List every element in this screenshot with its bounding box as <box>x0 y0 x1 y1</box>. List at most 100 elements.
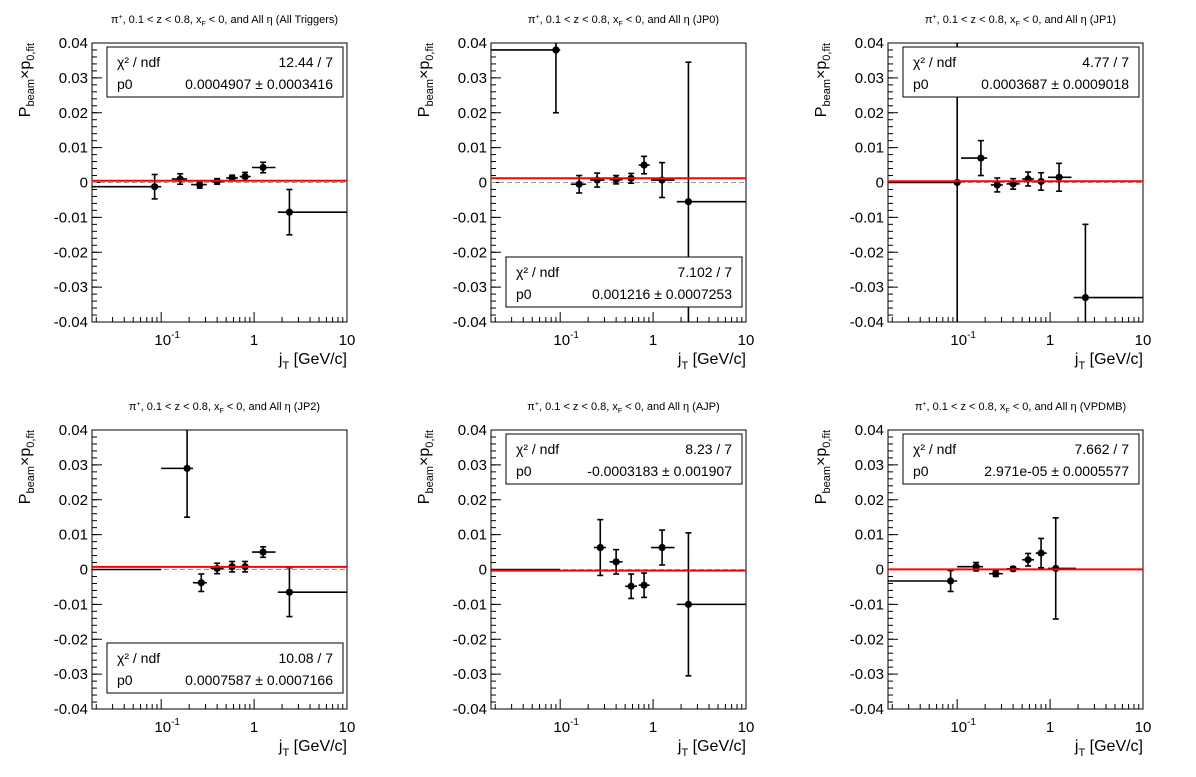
y-tick-label: 0.02 <box>855 492 884 509</box>
p0-value: 0.001216 ± 0.0007253 <box>592 286 732 302</box>
x-axis-label: jT [GeV/c] <box>677 351 746 372</box>
chi2-label: χ² / ndf <box>516 441 559 457</box>
y-tick-label: 0.03 <box>59 457 88 474</box>
data-point <box>252 546 276 559</box>
data-point <box>625 573 637 600</box>
y-tick-label: 0.04 <box>59 422 88 439</box>
data-point <box>161 430 194 518</box>
data-point <box>239 171 251 182</box>
chi2-value: 7.102 / 7 <box>678 264 733 280</box>
y-tick-label: -0.04 <box>850 701 884 718</box>
chart-panel-1: π+, 0.1 < z < 0.8, xF < 0, and All η (Al… <box>17 14 355 372</box>
x-tick-label: 10 <box>738 332 755 349</box>
data-point <box>277 188 347 236</box>
data-marker <box>627 582 635 590</box>
y-tick-label: -0.02 <box>453 631 487 648</box>
stats-box-frame <box>505 256 743 308</box>
y-tick-label: 0.04 <box>59 35 88 52</box>
data-point <box>676 532 746 677</box>
y-tick-label: -0.04 <box>54 314 88 331</box>
data-marker <box>228 174 236 182</box>
data-point <box>990 177 1003 193</box>
chi2-label: χ² / ndf <box>913 441 956 457</box>
data-marker <box>953 178 961 187</box>
p0-label: p0 <box>516 286 532 302</box>
y-tick-label: 0.01 <box>458 527 487 544</box>
y-axis-label: Pbeam×p0,fit <box>416 43 436 117</box>
y-tick-label: 0.02 <box>458 105 487 122</box>
p0-label: p0 <box>913 463 929 479</box>
y-tick-label: 0.04 <box>458 35 487 52</box>
stats-box-frame <box>902 433 1140 485</box>
y-tick-label: 0.01 <box>458 140 487 157</box>
x-tick-label: 10-1 <box>950 717 976 736</box>
data-marker <box>947 577 955 585</box>
data-point <box>1022 552 1034 567</box>
y-axis-label: Pbeam×p0,fit <box>17 43 37 117</box>
x-tick-label: 10 <box>738 719 755 736</box>
data-point <box>989 570 1003 578</box>
stats-box-frame <box>106 46 344 98</box>
x-tick-label: 10 <box>1135 719 1152 736</box>
fit-stats-box: χ² / ndf 12.44 / 7 p0 0.0004907 ± 0.0003416 <box>106 46 344 98</box>
y-tick-label: -0.03 <box>453 279 487 296</box>
y-tick-label: -0.03 <box>453 666 487 683</box>
chart-panel-4: π+, 0.1 < z < 0.8, xF < 0, and All η (JP… <box>17 401 355 759</box>
data-marker <box>640 581 648 589</box>
stats-box-frame <box>106 642 344 694</box>
x-tick-label: 1 <box>250 719 258 736</box>
p0-label: p0 <box>516 463 532 479</box>
y-axis-label: Pbeam×p0,fit <box>416 430 436 504</box>
data-marker <box>977 154 985 162</box>
p0-value: 0.0004907 ± 0.0003416 <box>185 76 333 92</box>
y-tick-label: -0.03 <box>850 279 884 296</box>
chart-title: π+, 0.1 < z < 0.8, xF < 0, and All η (AJ… <box>527 401 719 415</box>
data-point <box>491 43 561 114</box>
y-tick-label: -0.04 <box>850 314 884 331</box>
data-marker <box>684 198 693 206</box>
x-tick-label: 1 <box>649 719 657 736</box>
y-axis-label: Pbeam×p0,fit <box>813 430 833 504</box>
y-tick-label: 0.01 <box>855 140 884 157</box>
y-tick-label: -0.01 <box>54 596 88 613</box>
data-marker <box>183 464 191 472</box>
data-point <box>1035 537 1047 569</box>
data-point <box>92 173 162 200</box>
chart-panel-5: π+, 0.1 < z < 0.8, xF < 0, and All η (AJ… <box>416 401 754 759</box>
y-axis-label: Pbeam×p0,fit <box>17 430 37 504</box>
chart-panel-6: π+, 0.1 < z < 0.8, xF < 0, and All η (VP… <box>813 401 1151 759</box>
x-tick-label: 10-1 <box>553 717 579 736</box>
data-point <box>1022 171 1034 187</box>
data-marker <box>285 208 294 216</box>
y-tick-label: 0 <box>80 175 88 192</box>
chi2-label: χ² / ndf <box>117 650 160 666</box>
data-point <box>210 562 224 575</box>
y-tick-label: 0 <box>876 562 884 579</box>
data-marker <box>612 558 620 566</box>
data-marker <box>1081 293 1090 302</box>
y-tick-label: -0.03 <box>54 666 88 683</box>
y-tick-label: -0.04 <box>54 701 88 718</box>
x-axis-label: jT [GeV/c] <box>1074 738 1143 759</box>
fit-stats-box: χ² / ndf 10.08 / 7 p0 0.0007587 ± 0.0007166 <box>106 642 344 694</box>
data-point <box>193 573 207 593</box>
x-tick-label: 10 <box>339 332 356 349</box>
chi2-label: χ² / ndf <box>516 264 559 280</box>
data-marker <box>259 548 267 556</box>
y-tick-label: -0.01 <box>850 596 884 613</box>
fit-stats-box: χ² / ndf 4.77 / 7 p0 0.0003687 ± 0.0009018 <box>902 46 1140 98</box>
data-point <box>1073 223 1143 322</box>
data-point <box>651 161 675 199</box>
x-tick-label: 10-1 <box>154 330 180 349</box>
y-tick-label: 0 <box>876 175 884 192</box>
y-tick-label: 0 <box>80 562 88 579</box>
x-tick-label: 10-1 <box>950 330 976 349</box>
data-marker <box>612 176 620 184</box>
p0-value: 0.0003687 ± 0.0009018 <box>981 76 1129 92</box>
data-marker <box>1024 556 1032 564</box>
y-tick-label: -0.01 <box>54 209 88 226</box>
data-point <box>961 139 988 177</box>
data-marker <box>658 543 666 552</box>
y-tick-label: 0.02 <box>59 105 88 122</box>
